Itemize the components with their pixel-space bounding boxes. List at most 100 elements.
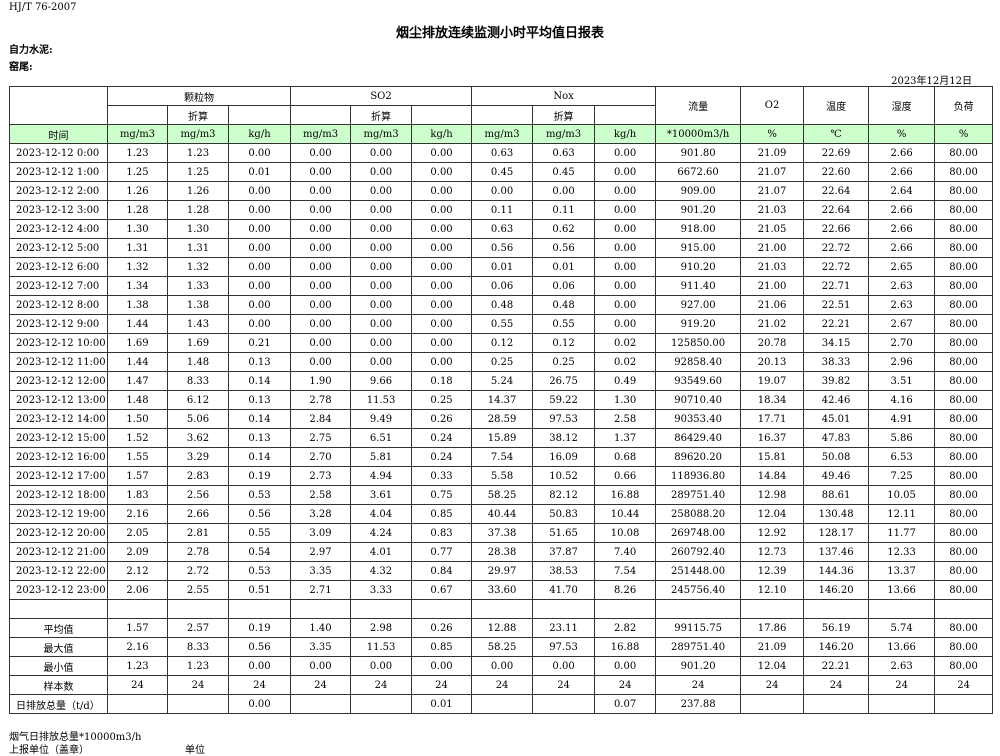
blank-cell <box>107 105 168 125</box>
blank-cell <box>803 694 870 714</box>
value-cell: 15.81 <box>740 447 805 467</box>
time-cell: 2023-12-12 20:00 <box>9 523 108 543</box>
blank-cell <box>868 694 936 714</box>
value-cell: 3.35 <box>290 561 352 581</box>
unit-header: kg/h <box>411 124 473 144</box>
unit-header: *10000m3/h <box>655 124 742 144</box>
value-cell: 12.98 <box>740 485 805 505</box>
value-cell: 0.56 <box>227 504 292 524</box>
blank-cell <box>740 599 805 619</box>
value-cell: 3.28 <box>290 504 352 524</box>
sub-header-row: 折算 折算 折算 <box>10 105 993 125</box>
time-cell: 2023-12-12 18:00 <box>9 485 108 505</box>
value-cell: 80.00 <box>934 561 994 581</box>
value-cell: 0.00 <box>227 656 292 676</box>
value-cell: 17.86 <box>740 618 805 638</box>
value-cell: 0.00 <box>411 219 473 239</box>
value-cell: 22.51 <box>803 295 870 315</box>
value-cell: 12.11 <box>868 504 936 524</box>
value-cell: 0.55 <box>471 314 534 334</box>
unit-header: % <box>934 124 994 144</box>
value-cell: 92858.40 <box>655 352 742 372</box>
value-cell: 0.14 <box>227 447 292 467</box>
value-cell: 1.40 <box>290 618 352 638</box>
value-cell: 10.08 <box>594 523 657 543</box>
blank-cell <box>411 599 473 619</box>
value-cell: 0.00 <box>411 257 473 277</box>
value-cell: 16.37 <box>740 428 805 448</box>
value-cell: 0.63 <box>532 143 596 163</box>
value-cell: 8.33 <box>167 637 229 657</box>
value-cell: 2.84 <box>290 409 352 429</box>
value-cell: 0.00 <box>290 162 352 182</box>
value-cell: 24 <box>740 675 805 695</box>
value-cell: 38.33 <box>803 352 870 372</box>
value-cell: 0.67 <box>411 580 473 600</box>
value-cell: 0.54 <box>227 542 292 562</box>
value-cell: 0.00 <box>411 352 473 372</box>
value-cell: 1.25 <box>167 162 229 182</box>
data-row: 2023-12-12 4:00 1.30 1.30 0.00 0.00 0.00 0.00 0… <box>9 219 994 239</box>
value-cell: 2.98 <box>350 618 413 638</box>
value-cell: 80.00 <box>934 542 994 562</box>
value-cell: 0.83 <box>411 523 473 543</box>
time-cell: 2023-12-12 9:00 <box>9 314 108 334</box>
value-cell: 125850.00 <box>655 333 742 353</box>
data-row: 2023-12-12 8:00 1.38 1.38 0.00 0.00 0.00 0.00 0… <box>9 295 994 315</box>
time-cell: 2023-12-12 6:00 <box>9 257 108 277</box>
value-cell: 3.61 <box>350 485 413 505</box>
value-cell: 59.22 <box>532 390 596 410</box>
value-cell: 0.00 <box>594 162 657 182</box>
blank-cell <box>594 599 657 619</box>
blank-cell <box>594 105 657 125</box>
value-cell: 0.00 <box>350 295 413 315</box>
units-row: 时间 mg/m3 mg/m3 kg/h mg/m3 mg/m3 kg/h mg/m3 mg/m3… <box>9 124 994 144</box>
group-header: 温度 <box>803 86 870 125</box>
value-cell: 0.45 <box>471 162 534 182</box>
value-cell: 24 <box>167 675 229 695</box>
data-row: 2023-12-12 14:00 1.50 5.06 0.14 2.84 9.49 0.26… <box>9 409 994 429</box>
value-cell: 2.56 <box>167 485 229 505</box>
data-row: 2023-12-12 6:00 1.32 1.32 0.00 0.00 0.00 0.00 0… <box>9 257 994 277</box>
value-cell: 9.66 <box>350 371 413 391</box>
value-cell: 0.00 <box>290 295 352 315</box>
blank-cell <box>107 694 168 714</box>
time-cell: 2023-12-12 14:00 <box>9 409 108 429</box>
value-cell: 2.55 <box>167 580 229 600</box>
value-cell: 42.46 <box>803 390 870 410</box>
value-cell: 0.12 <box>471 333 534 353</box>
value-cell: 97.53 <box>532 409 596 429</box>
value-cell: 21.05 <box>740 219 805 239</box>
value-cell: 258088.20 <box>655 504 742 524</box>
value-cell: 0.00 <box>227 257 292 277</box>
value-cell: 56.19 <box>803 618 870 638</box>
value-cell: 2.64 <box>868 181 936 201</box>
value-cell: 22.64 <box>803 181 870 201</box>
value-cell: 0.75 <box>411 485 473 505</box>
value-cell: 1.34 <box>107 276 168 296</box>
value-cell: 918.00 <box>655 219 742 239</box>
value-cell: 0.00 <box>350 314 413 334</box>
value-cell: 12.88 <box>471 618 534 638</box>
data-row: 2023-12-12 2:00 1.26 1.26 0.00 0.00 0.00 0.00 0… <box>9 181 994 201</box>
value-cell: 21.02 <box>740 314 805 334</box>
value-cell: 1.28 <box>167 200 229 220</box>
summary-label: 平均值 <box>9 618 108 638</box>
value-cell: 4.04 <box>350 504 413 524</box>
summary-label: 样本数 <box>9 675 108 695</box>
blank-cell <box>167 599 229 619</box>
value-cell: 1.30 <box>594 390 657 410</box>
value-cell: 2.06 <box>107 580 168 600</box>
value-cell: 37.87 <box>532 542 596 562</box>
value-cell: 80.00 <box>934 580 994 600</box>
value-cell: 80.00 <box>934 390 994 410</box>
time-cell: 2023-12-12 4:00 <box>9 219 108 239</box>
value-cell: 80.00 <box>934 352 994 372</box>
value-cell: 0.25 <box>411 390 473 410</box>
value-cell: 16.88 <box>594 485 657 505</box>
total-cell: 0.07 <box>594 694 657 714</box>
value-cell: 2.66 <box>868 219 936 239</box>
value-cell: 12.39 <box>740 561 805 581</box>
data-row: 2023-12-12 16:00 1.55 3.29 0.14 2.70 5.81 0.24… <box>9 447 994 467</box>
blank-row <box>9 599 994 619</box>
